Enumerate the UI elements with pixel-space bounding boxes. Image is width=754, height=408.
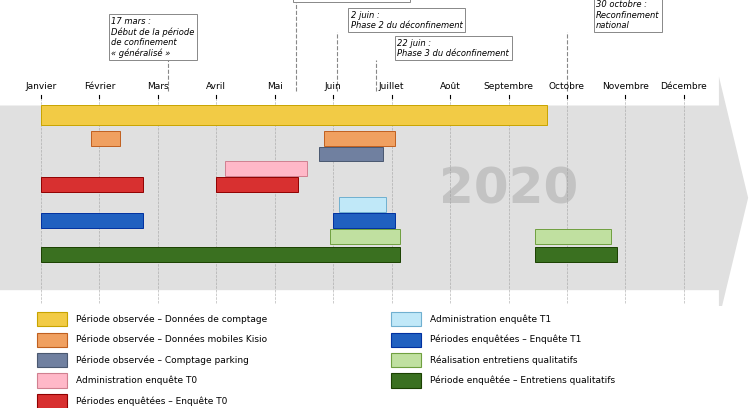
- Text: Administration enquête T1: Administration enquête T1: [430, 315, 551, 324]
- Text: 22 juin :
Phase 3 du déconfinement: 22 juin : Phase 3 du déconfinement: [397, 39, 509, 58]
- Bar: [330, 229, 400, 244]
- Text: Administration enquête T0: Administration enquête T0: [75, 376, 197, 385]
- Text: Février: Février: [84, 82, 115, 91]
- Text: Juin: Juin: [325, 82, 342, 91]
- Text: Septembre: Septembre: [483, 82, 534, 91]
- Text: Novembre: Novembre: [602, 82, 649, 91]
- Bar: [41, 247, 400, 262]
- Bar: [535, 247, 617, 262]
- Text: 30 octobre :
Reconfinement
national: 30 octobre : Reconfinement national: [596, 0, 660, 30]
- Bar: [225, 162, 307, 176]
- Text: Périodes enquêtées – Enquête T0: Périodes enquêtées – Enquête T0: [75, 396, 227, 406]
- Text: Octobre: Octobre: [549, 82, 585, 91]
- Text: Juillet: Juillet: [379, 82, 404, 91]
- Text: 2020: 2020: [439, 166, 578, 214]
- Text: Mars: Mars: [147, 82, 169, 91]
- Text: Janvier: Janvier: [26, 82, 57, 91]
- Text: Période observée – Données de comptage: Période observée – Données de comptage: [75, 315, 267, 324]
- Bar: [391, 312, 421, 326]
- Bar: [37, 312, 66, 326]
- Text: Août: Août: [440, 82, 461, 91]
- Text: 2 juin :
Phase 2 du déconfinement: 2 juin : Phase 2 du déconfinement: [351, 11, 462, 30]
- Text: Décembre: Décembre: [661, 82, 707, 91]
- Polygon shape: [0, 77, 748, 319]
- Text: Période observée – Comptage parking: Période observée – Comptage parking: [75, 355, 249, 365]
- Text: Mai: Mai: [267, 82, 283, 91]
- Bar: [535, 229, 611, 244]
- Bar: [339, 197, 386, 212]
- Text: Période observée – Données mobiles Kisio: Période observée – Données mobiles Kisio: [75, 335, 267, 344]
- Bar: [37, 394, 66, 408]
- Bar: [90, 131, 120, 146]
- Text: Période enquêtée – Entretiens qualitatifs: Période enquêtée – Entretiens qualitatif…: [430, 376, 615, 385]
- Bar: [37, 353, 66, 367]
- Bar: [391, 353, 421, 367]
- Bar: [41, 213, 143, 228]
- Bar: [216, 177, 298, 192]
- Bar: [391, 333, 421, 347]
- Bar: [37, 373, 66, 388]
- Bar: [391, 373, 421, 388]
- Bar: [37, 333, 66, 347]
- Text: Réalisation entretiens qualitatifs: Réalisation entretiens qualitatifs: [430, 355, 578, 365]
- Bar: [41, 177, 143, 192]
- Text: Périodes enquêtées – Enquête T1: Périodes enquêtées – Enquête T1: [430, 335, 581, 344]
- Bar: [333, 213, 394, 228]
- Bar: [318, 146, 383, 162]
- Text: 17 mars :
Début de la période
de confinement
« généralisé »: 17 mars : Début de la période de confine…: [111, 17, 195, 58]
- Bar: [41, 105, 547, 125]
- Bar: [324, 131, 394, 146]
- Text: Avril: Avril: [207, 82, 226, 91]
